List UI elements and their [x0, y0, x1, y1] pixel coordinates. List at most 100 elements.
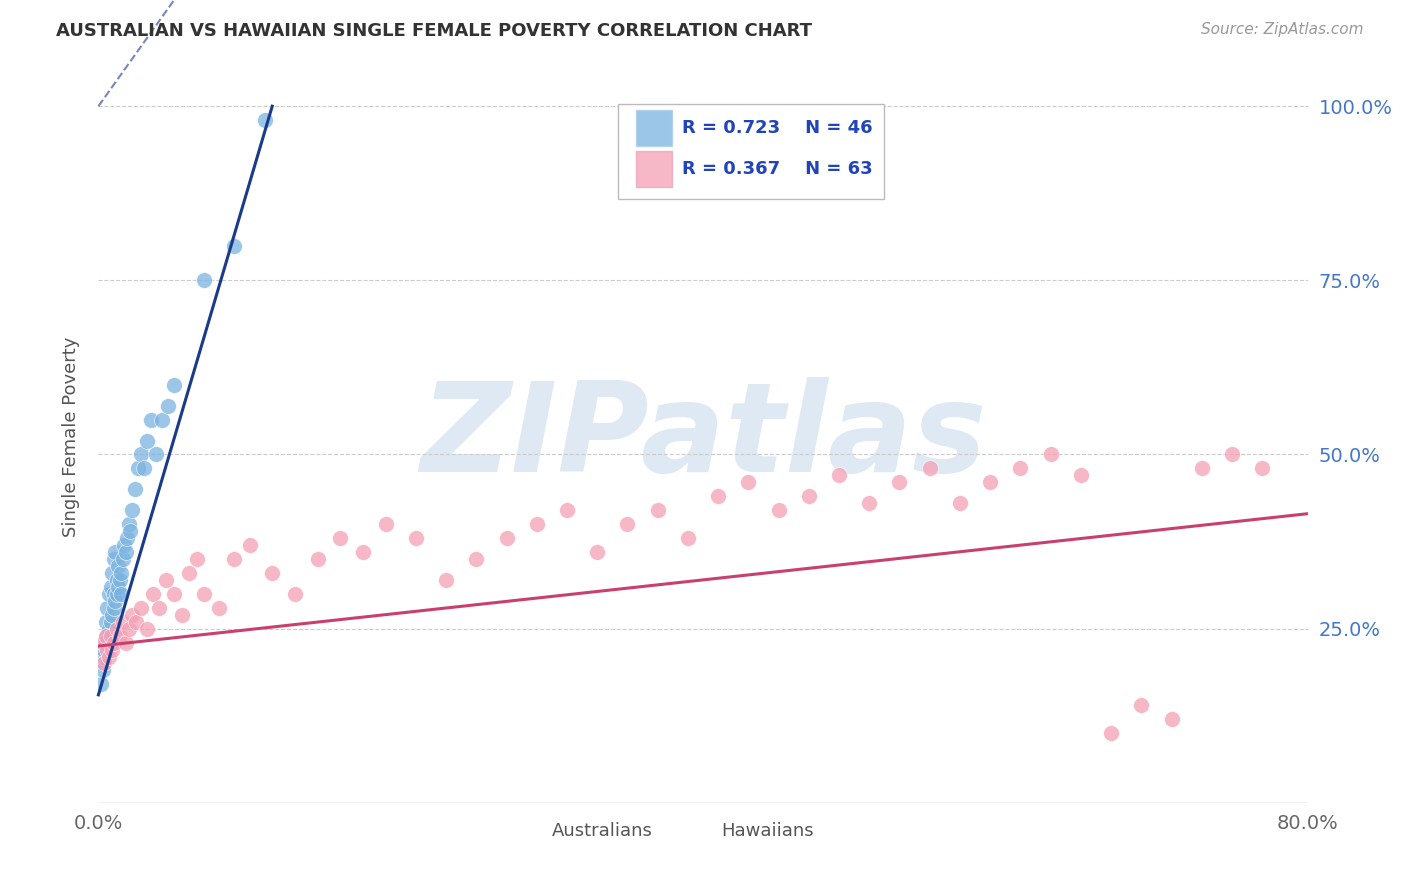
Point: [307, 552, 329, 566]
FancyBboxPatch shape: [619, 104, 884, 200]
Point: [129, 600, 152, 615]
Point: [555, 503, 578, 517]
Point: [1070, 468, 1092, 483]
Point: [1160, 712, 1182, 726]
Point: [495, 531, 517, 545]
Point: [118, 622, 141, 636]
Point: [98, 649, 121, 664]
Point: [94, 629, 117, 643]
Point: [142, 587, 165, 601]
Point: [96, 600, 118, 615]
Point: [107, 558, 129, 573]
Point: [114, 545, 136, 559]
Point: [93, 657, 115, 671]
Point: [111, 552, 134, 566]
Point: [434, 573, 457, 587]
Point: [100, 615, 122, 629]
Point: [253, 113, 276, 128]
Point: [127, 461, 149, 475]
Point: [465, 552, 488, 566]
Point: [108, 573, 131, 587]
Point: [208, 600, 231, 615]
Point: [111, 615, 134, 629]
Point: [103, 600, 125, 615]
Point: [374, 517, 396, 532]
Point: [979, 475, 1001, 490]
Point: [1039, 448, 1062, 462]
Point: [145, 448, 167, 462]
Point: [104, 594, 127, 608]
Point: [135, 622, 157, 636]
Point: [100, 580, 122, 594]
Point: [163, 377, 186, 392]
Point: [676, 531, 699, 545]
Point: [96, 629, 118, 643]
Point: [586, 545, 609, 559]
Text: ZIPatlas: ZIPatlas: [420, 376, 986, 498]
Point: [828, 468, 851, 483]
Point: [93, 642, 115, 657]
Point: [239, 538, 262, 552]
Point: [1130, 698, 1153, 713]
Point: [707, 489, 730, 503]
Point: [112, 538, 135, 552]
Text: Source: ZipAtlas.com: Source: ZipAtlas.com: [1201, 22, 1364, 37]
Point: [797, 489, 820, 503]
Y-axis label: Single Female Poverty: Single Female Poverty: [62, 337, 80, 537]
Point: [768, 503, 790, 517]
Point: [101, 607, 124, 622]
FancyBboxPatch shape: [637, 151, 672, 186]
Point: [103, 552, 125, 566]
FancyBboxPatch shape: [508, 816, 543, 847]
Point: [949, 496, 972, 510]
Point: [135, 434, 157, 448]
Point: [96, 642, 118, 657]
Point: [156, 399, 179, 413]
Point: [107, 580, 129, 594]
Point: [193, 273, 215, 287]
Point: [104, 545, 127, 559]
Point: [224, 238, 246, 252]
Point: [90, 677, 112, 691]
Point: [121, 607, 143, 622]
Point: [94, 615, 117, 629]
Point: [93, 649, 115, 664]
Point: [118, 517, 141, 532]
Point: [889, 475, 911, 490]
Point: [100, 629, 122, 643]
Point: [163, 587, 186, 601]
Point: [170, 607, 193, 622]
Point: [124, 483, 146, 497]
Point: [858, 496, 880, 510]
Point: [1010, 461, 1032, 475]
Point: [110, 587, 132, 601]
Point: [132, 461, 155, 475]
Point: [91, 635, 114, 649]
Point: [737, 475, 759, 490]
Point: [129, 448, 152, 462]
Point: [224, 552, 246, 566]
Point: [121, 503, 143, 517]
Point: [101, 566, 124, 580]
Point: [105, 622, 128, 636]
Point: [262, 566, 284, 580]
Point: [108, 629, 131, 643]
Point: [148, 600, 170, 615]
Text: Hawaiians: Hawaiians: [721, 822, 814, 840]
Text: R = 0.723    N = 46: R = 0.723 N = 46: [682, 120, 873, 137]
Point: [150, 412, 173, 426]
Point: [918, 461, 941, 475]
Point: [1099, 726, 1122, 740]
Point: [120, 524, 142, 538]
Point: [193, 587, 215, 601]
Point: [647, 503, 669, 517]
Point: [352, 545, 374, 559]
Point: [125, 615, 148, 629]
Point: [616, 517, 638, 532]
Point: [179, 566, 201, 580]
Point: [186, 552, 208, 566]
Point: [1251, 461, 1274, 475]
Point: [115, 531, 138, 545]
Point: [91, 664, 114, 678]
Point: [98, 587, 121, 601]
